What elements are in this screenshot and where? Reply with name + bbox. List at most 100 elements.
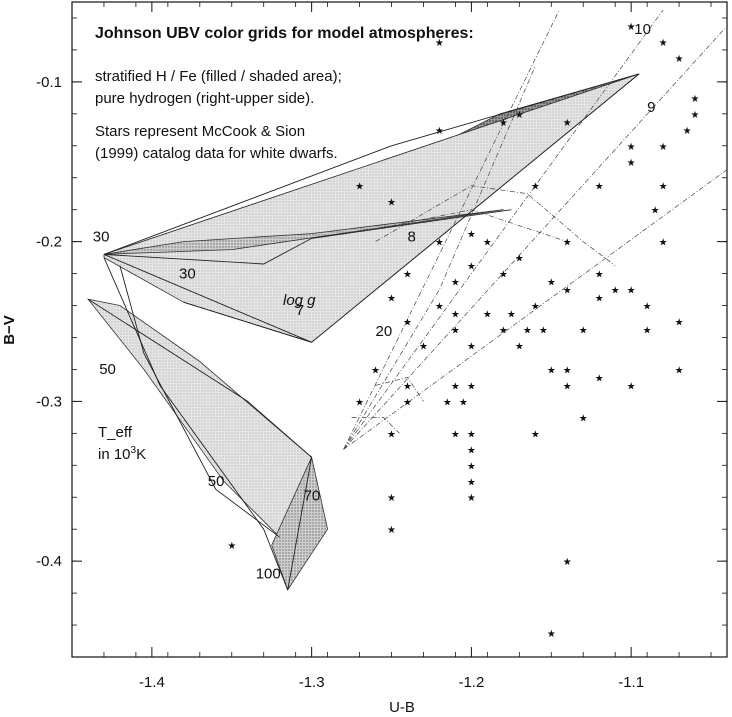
star-point: ★ [659, 238, 668, 249]
logg-axis-label: log g [283, 292, 316, 309]
teff-unit-label: in 103K [98, 445, 146, 463]
star-point: ★ [387, 525, 396, 536]
plot-frame [71, 1, 728, 658]
star-point: ★ [435, 126, 444, 137]
teff-axis-label: T_eff [98, 424, 133, 441]
model-grid-lines [87, 9, 728, 591]
star-point: ★ [459, 397, 468, 408]
star-point: ★ [499, 118, 508, 129]
star-point: ★ [531, 429, 540, 440]
grid-line-1-7 [375, 377, 424, 402]
star-point: ★ [387, 294, 396, 305]
star-point: ★ [499, 270, 508, 281]
grid-line-1-4 [343, 65, 536, 450]
star-point: ★ [403, 397, 412, 408]
star-point: ★ [547, 278, 556, 289]
star-point: ★ [451, 278, 460, 289]
star-point: ★ [675, 318, 684, 329]
star-point: ★ [523, 326, 532, 337]
star-point: ★ [451, 381, 460, 392]
star-point: ★ [531, 302, 540, 313]
star-point: ★ [643, 302, 652, 313]
star-point: ★ [467, 477, 476, 488]
star-point: ★ [539, 326, 548, 337]
grid-value-label: 9 [647, 99, 655, 116]
star-point: ★ [579, 413, 588, 424]
star-point: ★ [435, 302, 444, 313]
star-point: ★ [691, 94, 700, 105]
y-tick-label: -0.2 [36, 234, 62, 251]
y-tick-label: -0.3 [36, 393, 62, 410]
star-point: ★ [611, 286, 620, 297]
star-point: ★ [451, 429, 460, 440]
grid-value-label: 30 [93, 229, 110, 246]
star-point: ★ [563, 381, 572, 392]
star-point: ★ [467, 381, 476, 392]
star-point: ★ [563, 557, 572, 568]
star-point: ★ [627, 22, 636, 33]
annotation-line-3: Stars represent McCook & Sion [95, 123, 305, 140]
star-point: ★ [675, 54, 684, 65]
teff-unit-text: in 10 [98, 446, 131, 463]
star-point: ★ [531, 182, 540, 193]
star-point: ★ [563, 118, 572, 129]
grid-value-label: 100 [256, 566, 281, 583]
star-point: ★ [467, 230, 476, 241]
star-point: ★ [435, 38, 444, 49]
grid-line-1-5 [375, 185, 616, 266]
grid-line-0-6 [103, 257, 289, 591]
x-tick-label: -1.4 [139, 674, 165, 691]
chart-title: Johnson UBV color grids for model atmosp… [95, 25, 474, 42]
star-point: ★ [435, 238, 444, 249]
star-point: ★ [371, 365, 380, 376]
grid-line-0-2 [103, 253, 312, 343]
grid-line-0-3 [183, 73, 640, 343]
star-point: ★ [403, 318, 412, 329]
grid-value-labels: 30 30 50 50 70 100 20 7 8 9 10 [93, 21, 656, 583]
star-point: ★ [227, 541, 236, 552]
shaded-region-0-2 [103, 209, 504, 255]
star-point: ★ [659, 142, 668, 153]
star-point: ★ [515, 342, 524, 353]
star-point: ★ [547, 365, 556, 376]
star-point: ★ [627, 286, 636, 297]
star-point: ★ [659, 182, 668, 193]
star-point: ★ [675, 365, 684, 376]
grid-line-1-3 [343, 9, 560, 450]
annotation-line-2: pure hydrogen (right-upper side). [95, 90, 314, 107]
grid-value-label: 70 [304, 487, 321, 504]
annotation-line-4: (1999) catalog data for white dwarfs. [95, 145, 338, 162]
star-point: ★ [443, 397, 452, 408]
star-point: ★ [651, 206, 660, 217]
star-point: ★ [387, 493, 396, 504]
star-point: ★ [467, 262, 476, 273]
star-point: ★ [659, 38, 668, 49]
star-point: ★ [563, 286, 572, 297]
star-point: ★ [683, 126, 692, 137]
star-point: ★ [595, 182, 604, 193]
grid-value-label: 10 [634, 21, 651, 38]
grid-value-label: 8 [408, 229, 416, 246]
x-tick-label: -1.3 [299, 674, 325, 691]
x-tick-label: -1.2 [458, 674, 484, 691]
grid-value-label: 30 [179, 265, 196, 282]
star-point: ★ [627, 142, 636, 153]
star-point: ★ [483, 238, 492, 249]
star-point: ★ [643, 326, 652, 337]
star-point: ★ [627, 158, 636, 169]
star-point: ★ [515, 110, 524, 121]
teff-unit-exponent: 3 [131, 445, 137, 456]
annotation-line-1: stratified H / Fe (filled / shaded area)… [95, 68, 342, 85]
star-point: ★ [595, 270, 604, 281]
grid-line-0-4 [119, 265, 280, 538]
star-point: ★ [507, 310, 516, 321]
grid-line-1-0 [343, 9, 664, 450]
star-point: ★ [451, 326, 460, 337]
grid-line-0-1 [103, 73, 640, 255]
star-point: ★ [355, 397, 364, 408]
grid-line-0-0 [103, 209, 512, 265]
star-point: ★ [595, 294, 604, 305]
star-point: ★ [467, 493, 476, 504]
star-point: ★ [627, 381, 636, 392]
